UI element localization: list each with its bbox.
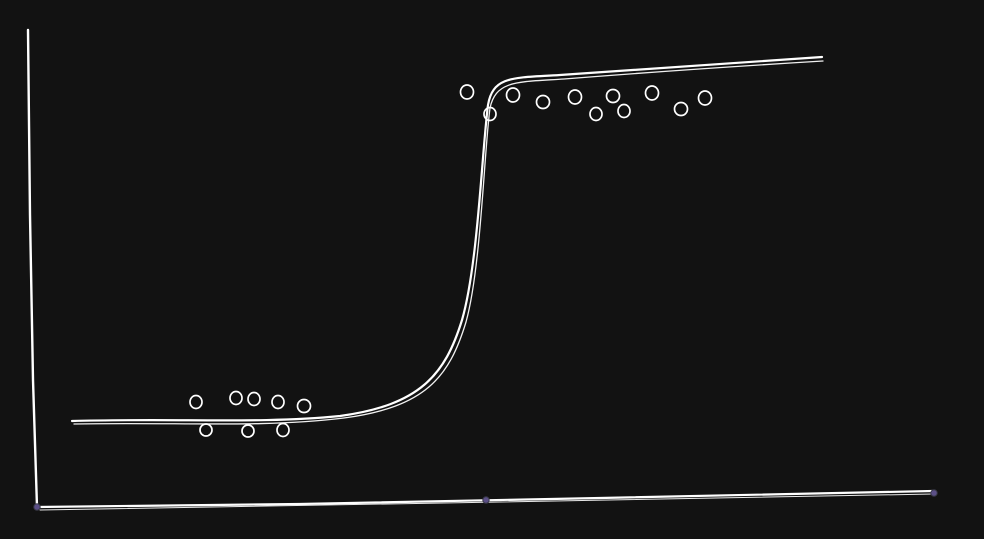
selection-handle-end[interactable] <box>930 489 938 497</box>
data-points-high <box>459 84 713 122</box>
selection-handle-mid[interactable] <box>482 496 490 504</box>
data-point-circle[interactable] <box>483 106 497 122</box>
data-point-circle[interactable] <box>697 90 713 106</box>
y-axis[interactable] <box>26 28 39 509</box>
data-point-circle[interactable] <box>459 84 475 100</box>
x-axis[interactable] <box>35 489 935 511</box>
data-point-circle[interactable] <box>199 423 213 437</box>
data-point-circle[interactable] <box>241 424 255 438</box>
data-point-circle[interactable] <box>589 106 603 122</box>
data-point-circle[interactable] <box>189 394 203 410</box>
data-point-circle[interactable] <box>617 103 631 119</box>
data-point-circle[interactable] <box>535 94 551 110</box>
data-point-circle[interactable] <box>605 88 621 104</box>
data-point-circle[interactable] <box>644 85 660 101</box>
data-point-circle[interactable] <box>271 394 285 410</box>
data-point-circle[interactable] <box>276 422 290 438</box>
sigmoid-curve[interactable] <box>70 55 824 425</box>
data-point-circle[interactable] <box>296 398 312 414</box>
data-point-circle[interactable] <box>505 87 521 103</box>
data-point-circle[interactable] <box>567 89 583 105</box>
data-point-circle[interactable] <box>229 390 243 406</box>
data-point-circle[interactable] <box>247 391 261 407</box>
selection-handle-start[interactable] <box>33 503 41 511</box>
data-points-low <box>189 390 312 438</box>
data-point-circle[interactable] <box>673 101 689 117</box>
